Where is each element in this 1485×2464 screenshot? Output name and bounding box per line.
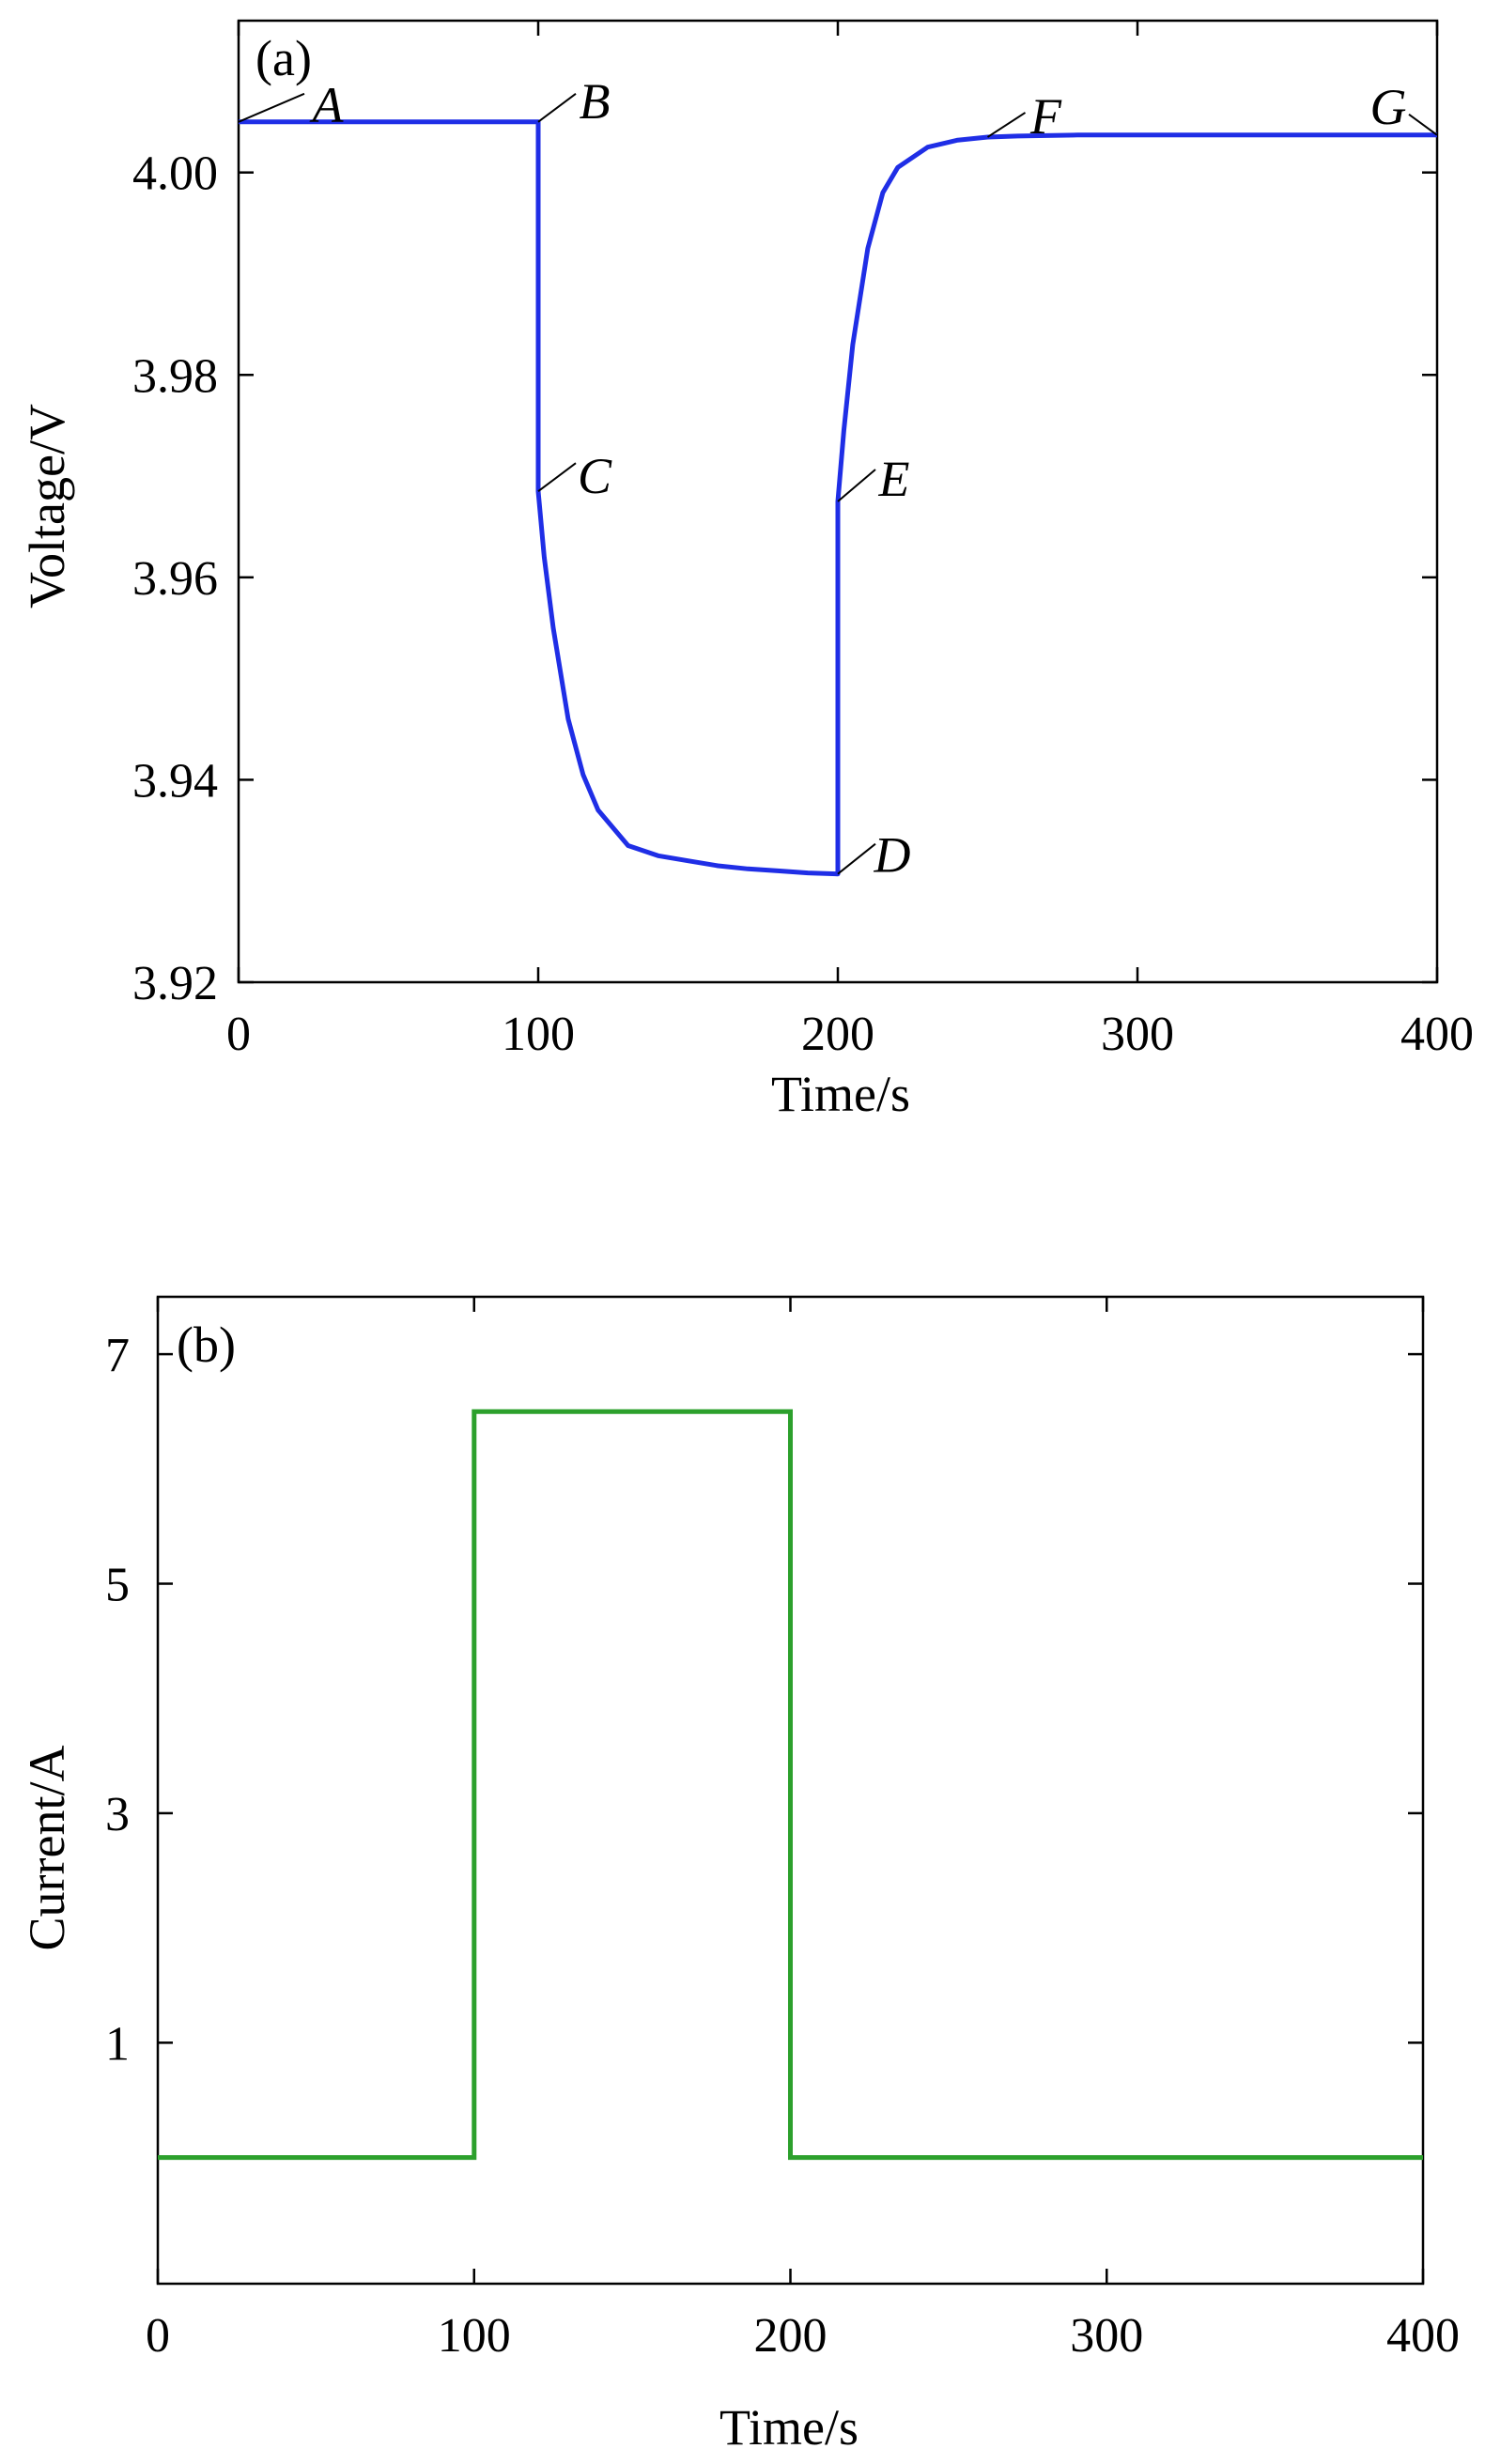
point-label-d: D (874, 827, 911, 884)
x-tick-label: 0 (226, 1008, 251, 1061)
annotation-leader-line (986, 112, 1027, 138)
annotation-leader-line (238, 92, 305, 123)
voltage-curve (239, 119, 1437, 877)
x-tick-label: 200 (801, 1008, 874, 1061)
point-label-b: B (580, 73, 611, 130)
current-chart-y-axis-title: Current/A (19, 1746, 75, 1951)
y-tick-label: 1 (105, 2017, 130, 2071)
annotation-leader-line (837, 469, 876, 502)
voltage-chart-y-axis-title: Voltage/V (19, 404, 75, 608)
x-tick-label: 400 (1400, 1008, 1474, 1061)
x-tick-label: 200 (754, 2309, 828, 2363)
y-tick-label: 3.96 (132, 552, 218, 606)
y-tick-label: 3.92 (132, 957, 218, 1010)
current-chart-panel: (b) Time/s Current/A 0 100 200 300 400 1 3 5 7 (19, 1295, 1460, 2456)
point-label-g: G (1370, 79, 1407, 135)
current-chart-plot-frame (156, 1295, 1425, 2286)
y-tick-label: 3.98 (132, 349, 218, 403)
x-tick-label: 100 (502, 1008, 575, 1061)
y-tick-label: 7 (105, 1329, 130, 1382)
x-tick-label: 300 (1070, 2309, 1143, 2363)
point-label-e: E (878, 451, 910, 507)
panel-b-label: (b) (177, 1317, 236, 1373)
voltage-chart-panel: A B C D E F G (a) Time/s Voltage/V 0 100 200 300 4… (19, 19, 1474, 1122)
voltage-chart-plot-frame (237, 19, 1439, 984)
y-tick-label: 5 (105, 1559, 130, 1612)
x-tick-label: 100 (438, 2309, 511, 2363)
annotation-leader-line (837, 842, 876, 875)
voltage-point-leaders (238, 92, 1438, 875)
y-tick-label: 3.94 (132, 754, 218, 808)
point-label-f: F (1029, 88, 1062, 145)
voltage-chart-x-tick-labels: 0 100 200 300 400 (226, 1008, 1474, 1061)
x-tick-label: 400 (1386, 2309, 1460, 2363)
y-tick-label: 3 (105, 1788, 130, 1841)
point-label-a: A (310, 77, 345, 133)
annotation-leader-line (537, 462, 577, 493)
current-chart-x-axis-title: Time/s (719, 2399, 859, 2456)
x-tick-label: 300 (1101, 1008, 1174, 1061)
current-curve (158, 1409, 1423, 2161)
x-tick-label: 0 (146, 2309, 170, 2363)
panel-a-label: (a) (255, 30, 312, 86)
annotation-leader-line (537, 92, 577, 123)
voltage-chart-x-axis-title: Time/s (771, 1066, 910, 1122)
point-label-c: C (578, 448, 612, 504)
current-chart-y-tick-labels: 1 3 5 7 (105, 1329, 130, 2071)
annotation-leader-line (1408, 113, 1438, 136)
current-chart-x-tick-labels: 0 100 200 300 400 (146, 2309, 1460, 2363)
y-tick-label: 4.00 (132, 147, 218, 201)
voltage-chart-y-tick-labels: 3.92 3.94 3.96 3.98 4.00 (132, 147, 218, 1010)
voltage-point-labels: A B C D E F G (310, 73, 1407, 884)
